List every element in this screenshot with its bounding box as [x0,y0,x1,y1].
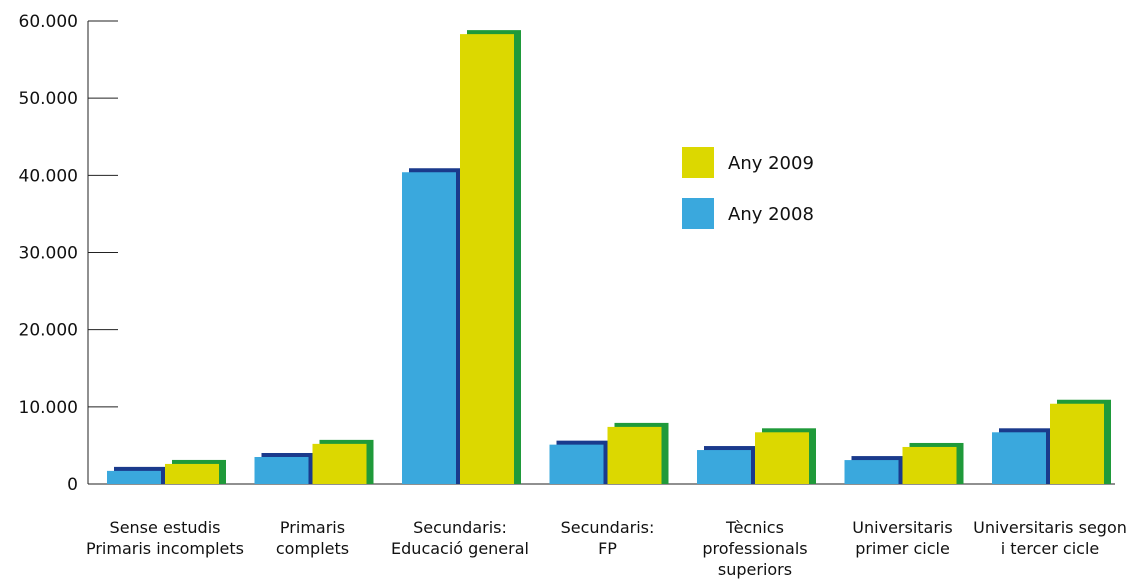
category-label: Secundaris: Educació general [391,518,529,558]
bar-face [1050,403,1104,484]
category-label-line: Secundaris: [413,518,507,537]
category-label-line: Educació general [391,539,529,558]
category-label-line: primer cicle [855,539,950,558]
category-label-line: Tècnics [725,518,784,537]
bar-face [254,456,309,484]
category-label-line: professionals [702,539,807,558]
bar-face [607,426,662,484]
y-tick-label: 20.000 [19,321,78,341]
bar-any-2008 [549,440,611,484]
y-axis: 0 10.000 20.000 30.000 40.000 50.000 60.000 [19,12,1115,495]
bar-face [697,450,751,484]
category-label-line: superiors [718,560,792,579]
category-label: Universitaris segon i tercer cicle [973,518,1127,558]
y-tick-label: 0 [67,475,78,495]
category-label-line: Sense estudis [110,518,221,537]
bar-any-2009 [607,422,669,484]
bar-any-2008 [254,452,316,484]
legend-label: Any 2008 [728,204,814,225]
bar-any-2009 [1050,399,1111,484]
bar-any-2008 [402,168,463,484]
bar-any-2008 [844,456,906,484]
legend-swatch [682,198,714,229]
category-label: Tècnics professionals superiors [702,518,807,579]
bar-face [165,463,219,484]
category-label-line: Primaris incomplets [86,539,244,558]
category-label: Secundaris: FP [561,518,655,558]
y-tick-label: 50.000 [19,89,78,109]
y-tick-label: 10.000 [19,398,78,418]
bar-any-2008 [107,466,168,484]
category-label-line: complets [276,539,349,558]
category-label-line: Primaris [280,518,345,537]
bar-face [107,470,161,484]
bar-any-2009 [165,459,226,484]
category-label: Primaris complets [276,518,349,558]
category-label: Universitaris primer cicle [852,518,952,558]
bar-any-2008 [697,446,758,484]
bar-any-2009 [755,428,816,484]
bar-face [460,34,514,484]
bar-face [402,172,456,484]
bar-face [902,446,957,484]
bar-face [549,444,604,484]
legend-swatch [682,147,714,178]
legend: Any 2009 Any 2008 [682,147,814,229]
category-label: Sense estudis Primaris incomplets [86,518,244,558]
bar-face [844,460,899,484]
category-label-line: FP [598,539,617,558]
legend-label: Any 2009 [728,153,814,174]
category-labels: Sense estudis Primaris incomplets Primaris… [86,518,1127,579]
category-label-line: Universitaris [852,518,952,537]
y-tick-label: 60.000 [19,12,78,32]
bars [107,30,1111,484]
bar-face [755,432,809,484]
category-label-line: i tercer cicle [1001,539,1100,558]
bar-any-2009 [902,442,964,484]
y-tick-label: 40.000 [19,166,78,186]
bar-any-2009 [460,30,521,484]
y-tick-label: 30.000 [19,244,78,264]
category-label-line: Universitaris segon [973,518,1127,537]
bar-any-2009 [312,439,374,484]
bar-any-2008 [992,428,1053,484]
bar-face [312,443,367,484]
bar-face [992,432,1046,484]
category-label-line: Secundaris: [561,518,655,537]
